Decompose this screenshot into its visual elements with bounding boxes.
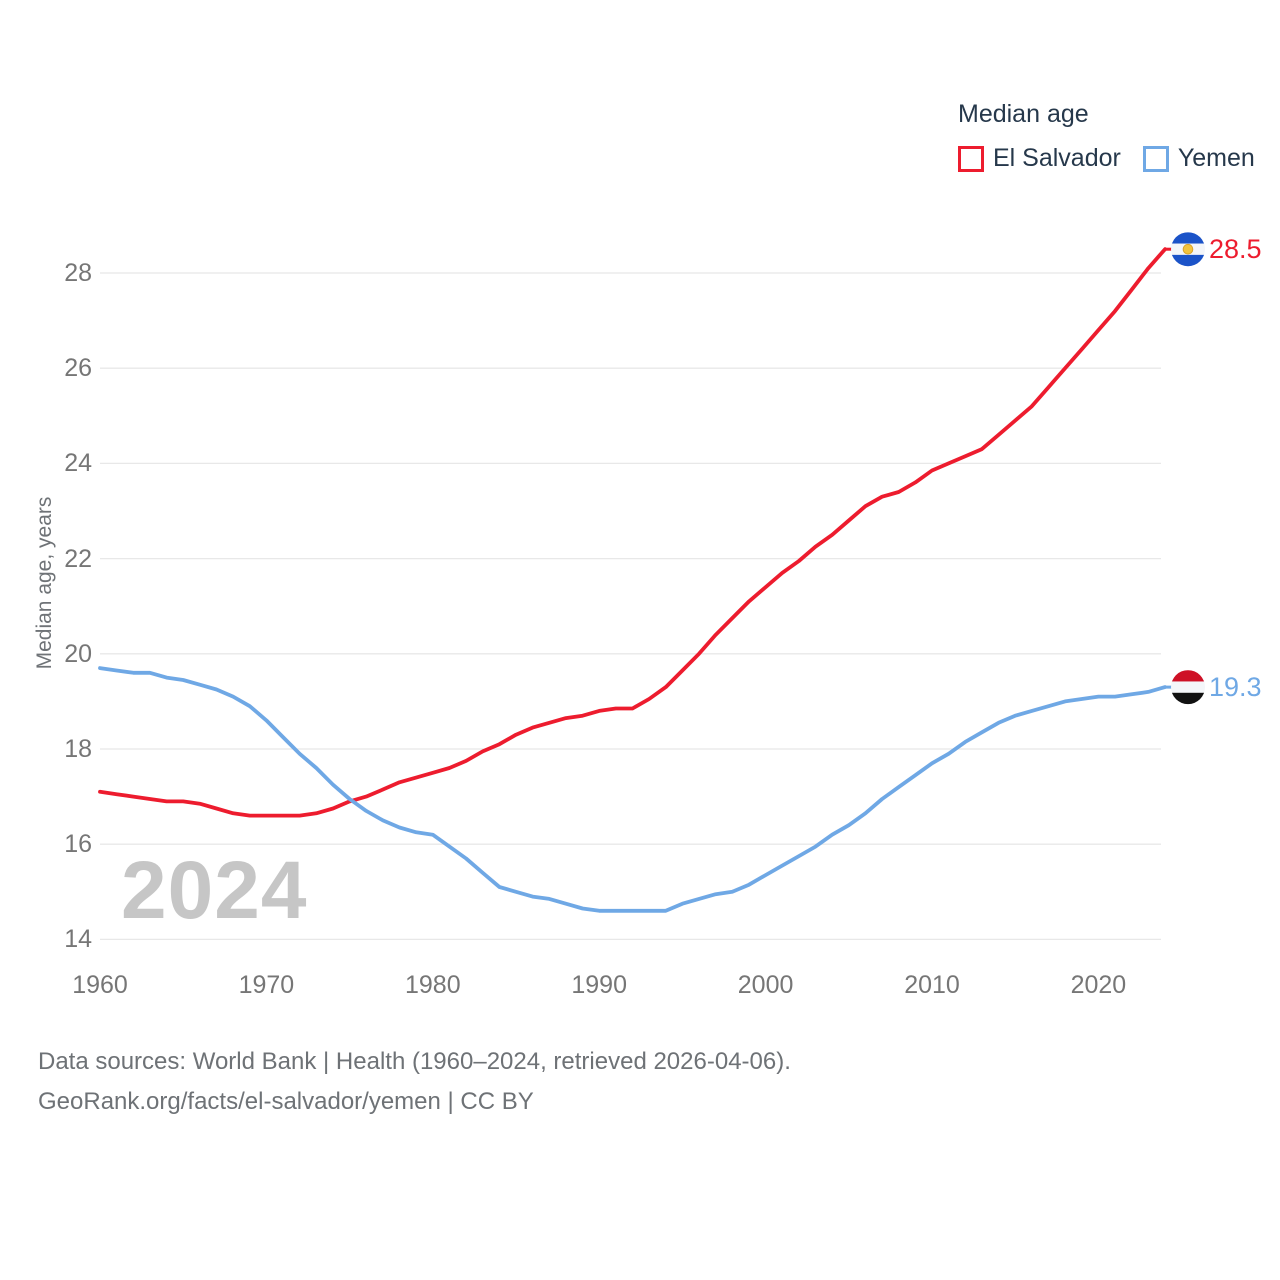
x-tick-label: 2020	[1070, 971, 1127, 999]
footer-attribution: GeoRank.org/facts/el-salvador/yemen | CC…	[38, 1088, 534, 1115]
x-tick-label: 2000	[737, 971, 794, 999]
legend-title: Median age	[958, 100, 1089, 128]
legend: Median age El Salvador Yemen	[958, 100, 1255, 173]
x-tick-label: 1970	[238, 971, 295, 999]
x-tick-label: 1960	[72, 971, 128, 999]
y-tick-label: 14	[64, 925, 92, 954]
legend-label-el-salvador: El Salvador	[993, 144, 1121, 172]
el-salvador-flag-icon	[1171, 232, 1205, 267]
watermark-year: 2024	[121, 845, 308, 936]
y-tick-label: 22	[64, 544, 92, 573]
plot-area: 28.5 19.3	[98, 232, 1262, 941]
y-tick-label: 16	[64, 830, 92, 859]
yemen-flag-icon	[1171, 670, 1205, 705]
y-tick-label: 28	[64, 259, 92, 287]
end-value-label: 28.5	[1209, 234, 1262, 264]
legend-item-yemen[interactable]: Yemen	[1142, 144, 1255, 173]
x-tick-label: 1980	[404, 971, 461, 999]
yemen-series-swatch[interactable]	[1142, 145, 1169, 172]
x-tick-label: 1990	[571, 971, 627, 999]
y-tick-label: 18	[64, 735, 92, 763]
legend-items: El Salvador Yemen	[958, 144, 1255, 173]
el-salvador-series-swatch[interactable]	[958, 145, 984, 172]
footer: Data sources: World Bank | Health (1960–…	[38, 1042, 791, 1122]
y-tick-label: 20	[64, 639, 92, 668]
series-line-el-salvador	[98, 247, 1167, 818]
legend-label-yemen: Yemen	[1177, 144, 1255, 172]
series-line-yemen	[98, 666, 1167, 913]
footer-data-sources: Data sources: World Bank | Health (1960–…	[38, 1048, 791, 1075]
end-value-label: 19.3	[1209, 672, 1262, 702]
y-tick-label: 26	[64, 354, 92, 383]
legend-item-el-salvador[interactable]: El Salvador	[958, 144, 1121, 173]
x-tick-label: 2010	[904, 971, 960, 999]
y-tick-label: 24	[64, 449, 92, 478]
